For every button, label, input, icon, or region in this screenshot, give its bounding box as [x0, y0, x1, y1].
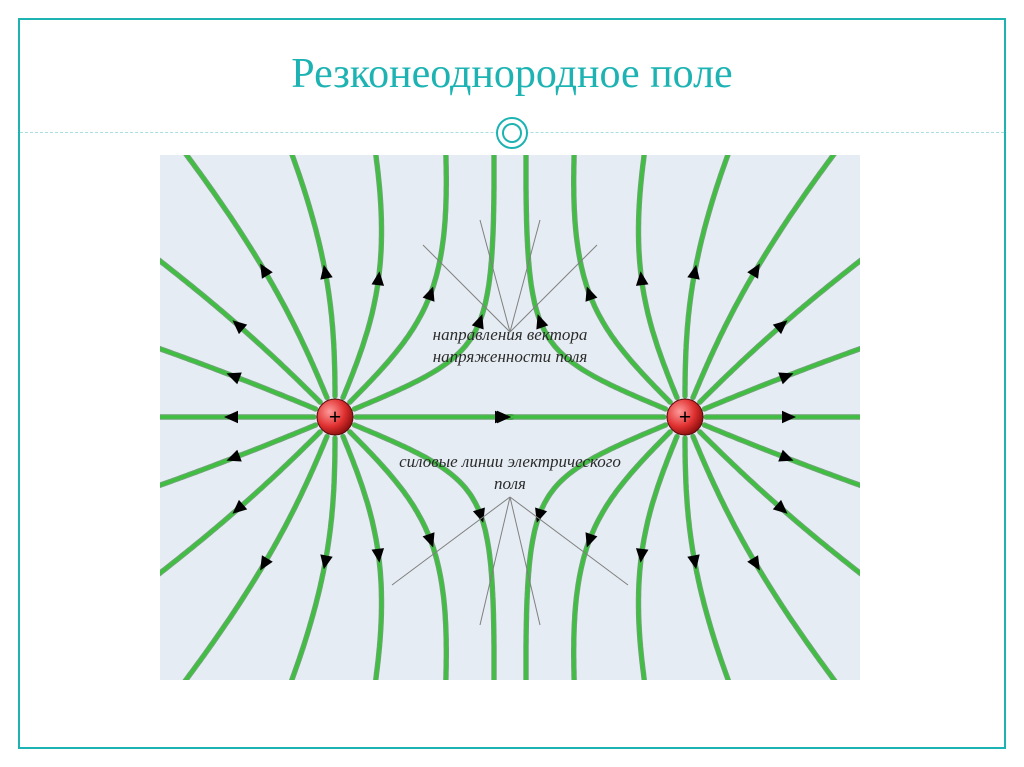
label-field-direction-1: направления вектора: [433, 325, 588, 344]
label-field-direction-2: напряженности поля: [433, 347, 588, 366]
field-line: [639, 436, 678, 680]
field-line-shadow: [574, 155, 671, 402]
label-pointer: [423, 245, 510, 332]
label-field-lines-1: силовые линии электрического: [399, 452, 621, 471]
field-line: [343, 155, 382, 398]
field-lines-group: [160, 155, 860, 680]
field-diagram: направления вектора напряженности поля сил…: [160, 155, 860, 680]
label-field-lines-2: поля: [494, 474, 526, 493]
field-line-shadow: [343, 436, 382, 680]
field-arrowhead: [585, 286, 597, 301]
charge-sign: +: [329, 404, 342, 429]
field-line-shadow: [343, 155, 382, 398]
charge-sign: +: [679, 404, 692, 429]
label-pointer: [510, 245, 597, 332]
field-arrowhead: [224, 411, 238, 424]
field-line: [343, 436, 382, 680]
field-arrowhead: [226, 450, 241, 462]
field-line-shadow: [639, 155, 678, 398]
field-arrowhead: [423, 286, 435, 301]
field-line: [639, 155, 678, 398]
field-line: [574, 155, 671, 402]
field-arrowhead: [226, 373, 241, 385]
divider-ornament: [494, 115, 530, 151]
slide-title: Резконеоднородное поле: [0, 50, 1024, 98]
field-arrowhead: [778, 450, 793, 462]
field-line-shadow: [639, 436, 678, 680]
field-arrowhead: [497, 411, 511, 424]
field-arrowhead: [778, 373, 793, 385]
diagram-panel: направления вектора напряженности поля сил…: [160, 155, 860, 680]
slide: Резконеоднородное поле направления векто…: [0, 0, 1024, 767]
field-arrowhead: [423, 532, 435, 547]
field-arrowhead: [585, 532, 597, 547]
field-arrowhead: [782, 411, 796, 424]
